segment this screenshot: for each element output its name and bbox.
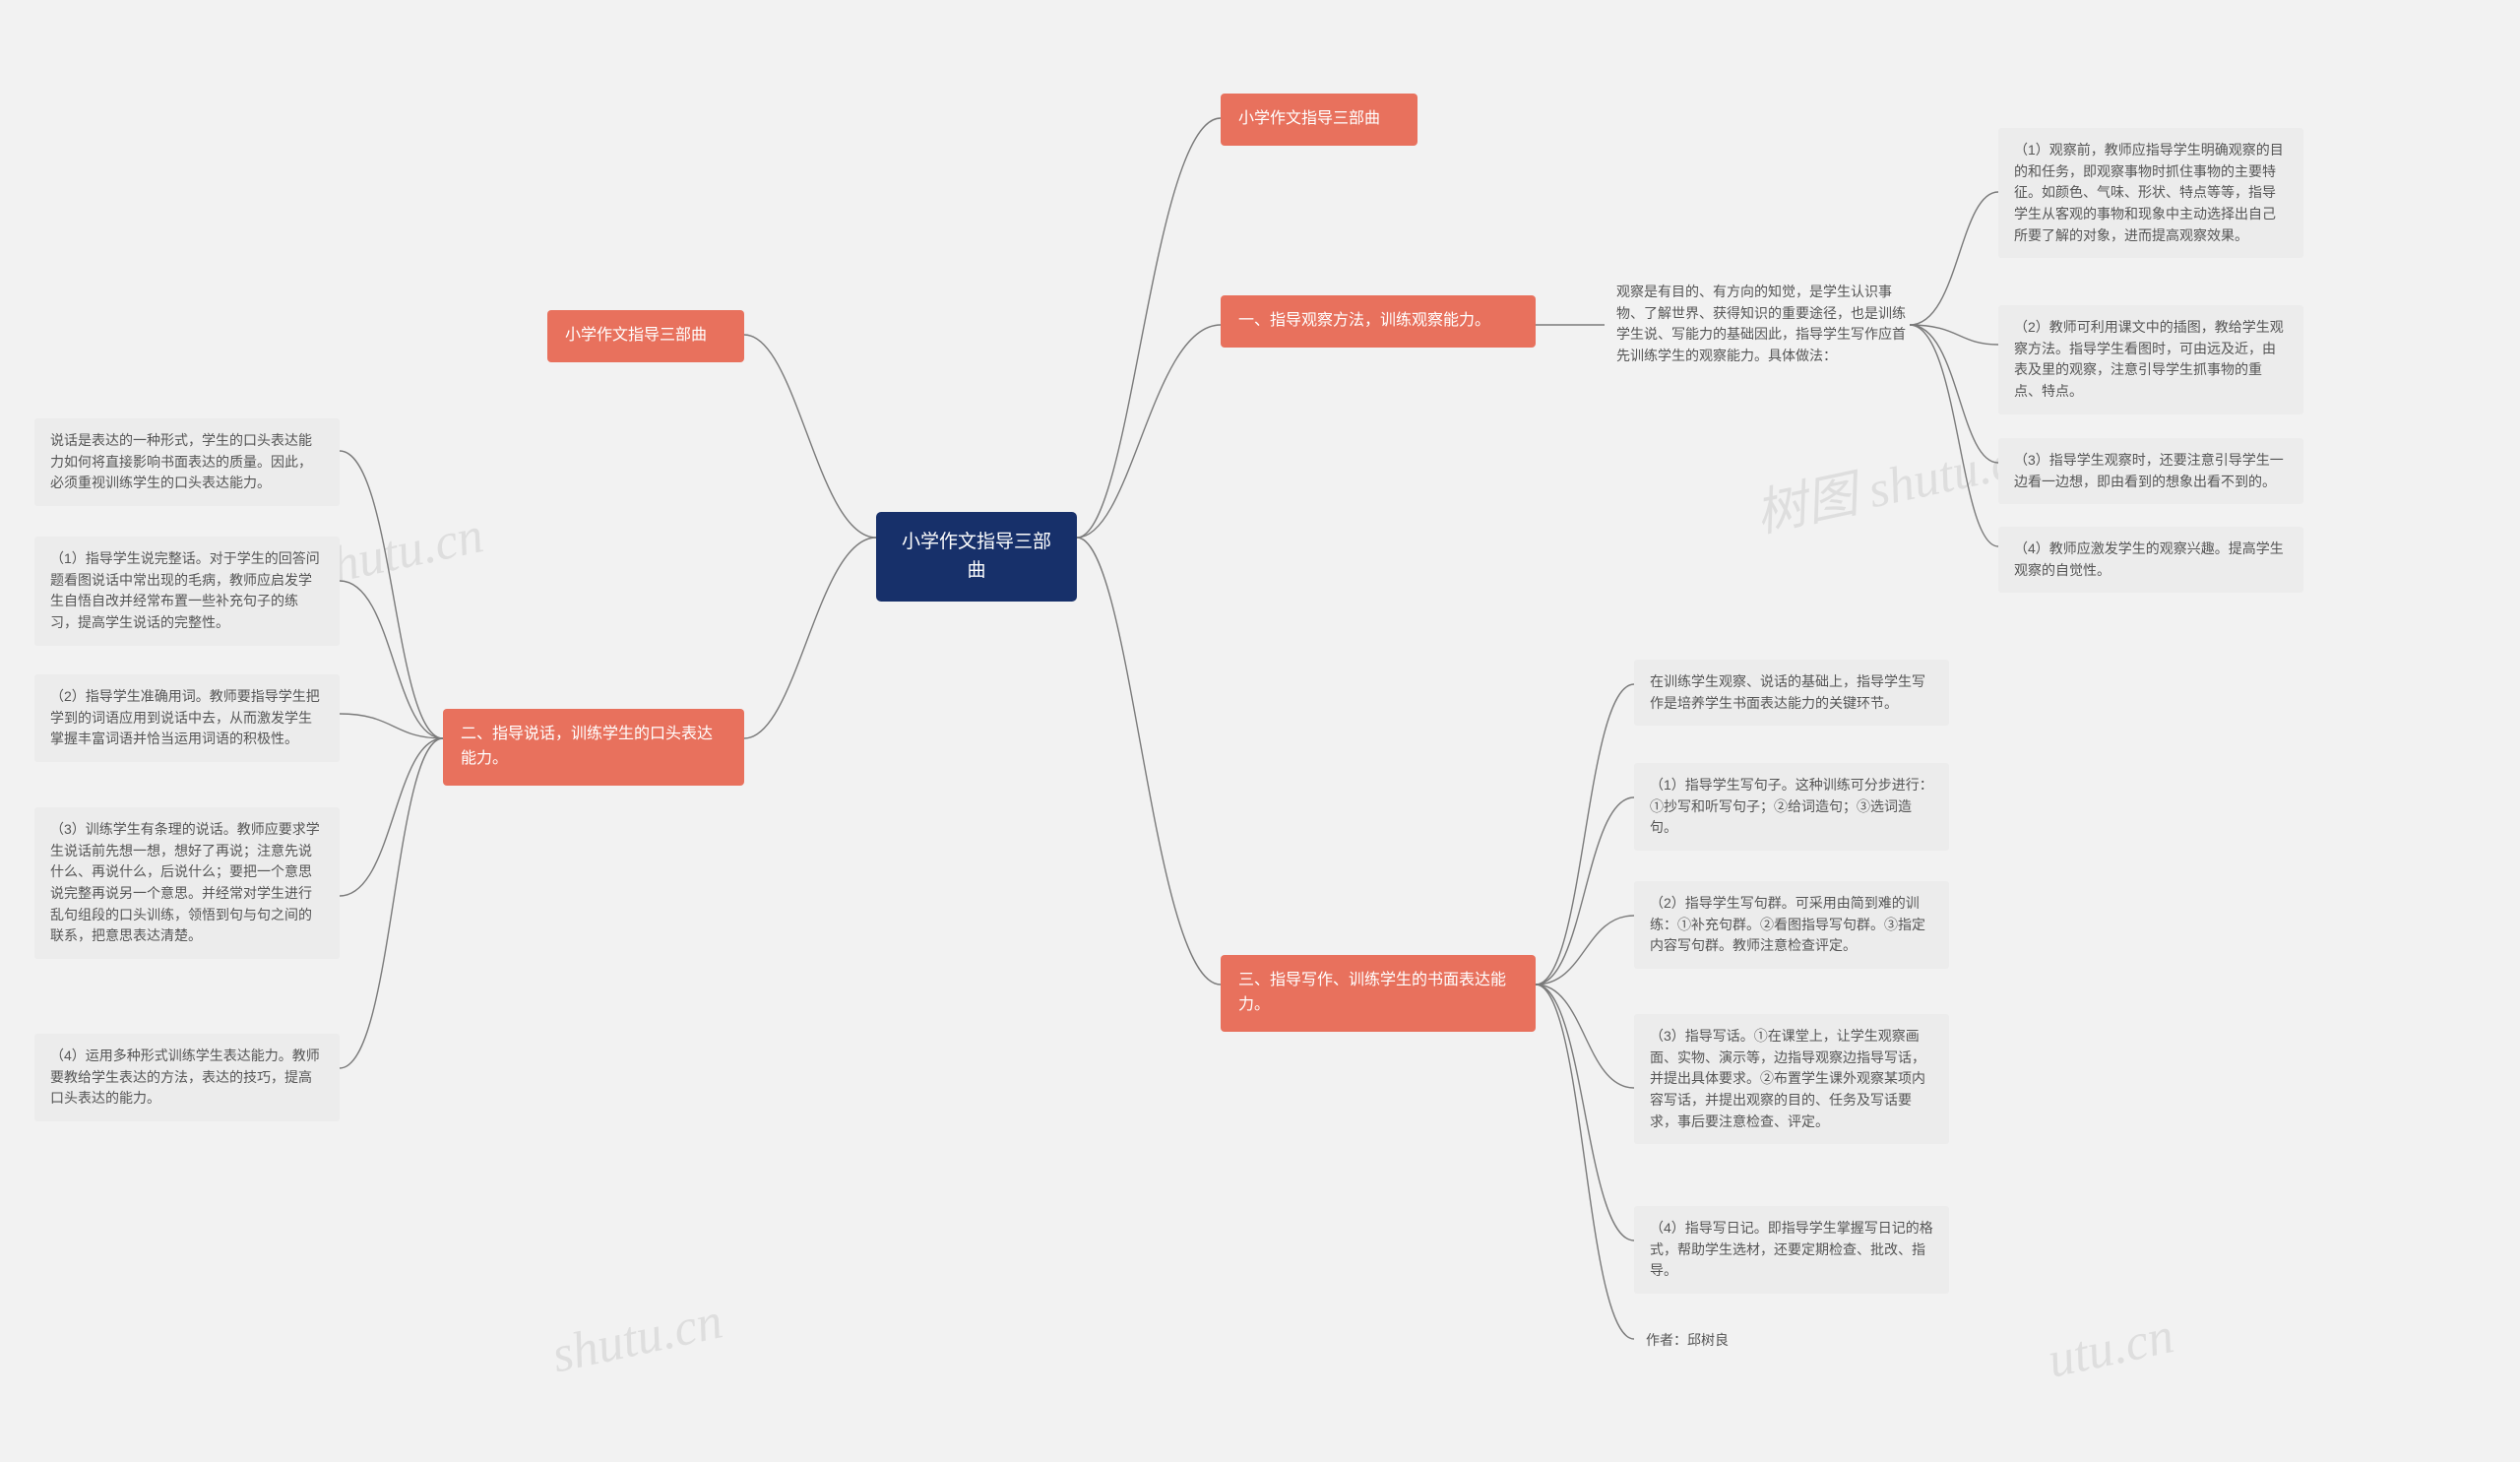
branch-l2[interactable]: 二、指导说话，训练学生的口头表达能力。: [443, 709, 744, 786]
root-node[interactable]: 小学作文指导三部曲: [876, 512, 1077, 602]
r2-leaf-1: （1）观察前，教师应指导学生明确观察的目的和任务，即观察事物时抓住事物的主要特征…: [1998, 128, 2303, 258]
l2-leaf-1: （1）指导学生说完整话。对于学生的回答问题看图说话中常出现的毛病，教师应启发学生…: [34, 537, 340, 646]
r3-leaf-4: （4）指导写日记。即指导学生掌握写日记的格式，帮助学生选材，还要定期检查、批改、…: [1634, 1206, 1949, 1294]
r2-leaf-3: （3）指导学生观察时，还要注意引导学生一边看一边想，即由看到的想象出看不到的。: [1998, 438, 2303, 504]
branch-r2[interactable]: 一、指导观察方法，训练观察能力。: [1221, 295, 1536, 348]
watermark: shutu.cn: [547, 1292, 727, 1384]
branch-l1[interactable]: 小学作文指导三部曲: [547, 310, 744, 362]
branch-r3[interactable]: 三、指导写作、训练学生的书面表达能力。: [1221, 955, 1536, 1032]
l2-leaf-4: （4）运用多种形式训练学生表达能力。教师要教给学生表达的方法，表达的技巧，提高口…: [34, 1034, 340, 1121]
r3-leaf-2: （2）指导学生写句群。可采用由简到难的训练：①补充句群。②看图指导写句群。③指定…: [1634, 881, 1949, 969]
watermark: utu.cn: [2043, 1306, 2178, 1389]
l2-leaf-3: （3）训练学生有条理的说话。教师应要求学生说话前先想一想，想好了再说；注意先说什…: [34, 807, 340, 959]
r3-leaf-3: （3）指导写话。①在课堂上，让学生观察画面、实物、演示等，边指导观察边指导写话，…: [1634, 1014, 1949, 1144]
r2-leaf-2: （2）教师可利用课文中的插图，教给学生观察方法。指导学生看图时，可由远及近，由表…: [1998, 305, 2303, 414]
l2-leaf-2: （2）指导学生准确用词。教师要指导学生把学到的词语应用到说话中去，从而激发学生掌…: [34, 674, 340, 762]
r3-author: 作者：邱树良: [1634, 1324, 1949, 1358]
r2-desc: 观察是有目的、有方向的知觉，是学生认识事物、了解世界、获得知识的重要途径，也是训…: [1605, 276, 1920, 373]
r3-leaf-1: （1）指导学生写句子。这种训练可分步进行：①抄写和听写句子；②给词造句；③选词造…: [1634, 763, 1949, 851]
branch-r1[interactable]: 小学作文指导三部曲: [1221, 94, 1418, 146]
r3-leaf-0: 在训练学生观察、说话的基础上，指导学生写作是培养学生书面表达能力的关键环节。: [1634, 660, 1949, 726]
r2-leaf-4: （4）教师应激发学生的观察兴趣。提高学生观察的自觉性。: [1998, 527, 2303, 593]
l2-leaf-0: 说话是表达的一种形式，学生的口头表达能力如何将直接影响书面表达的质量。因此，必须…: [34, 418, 340, 506]
